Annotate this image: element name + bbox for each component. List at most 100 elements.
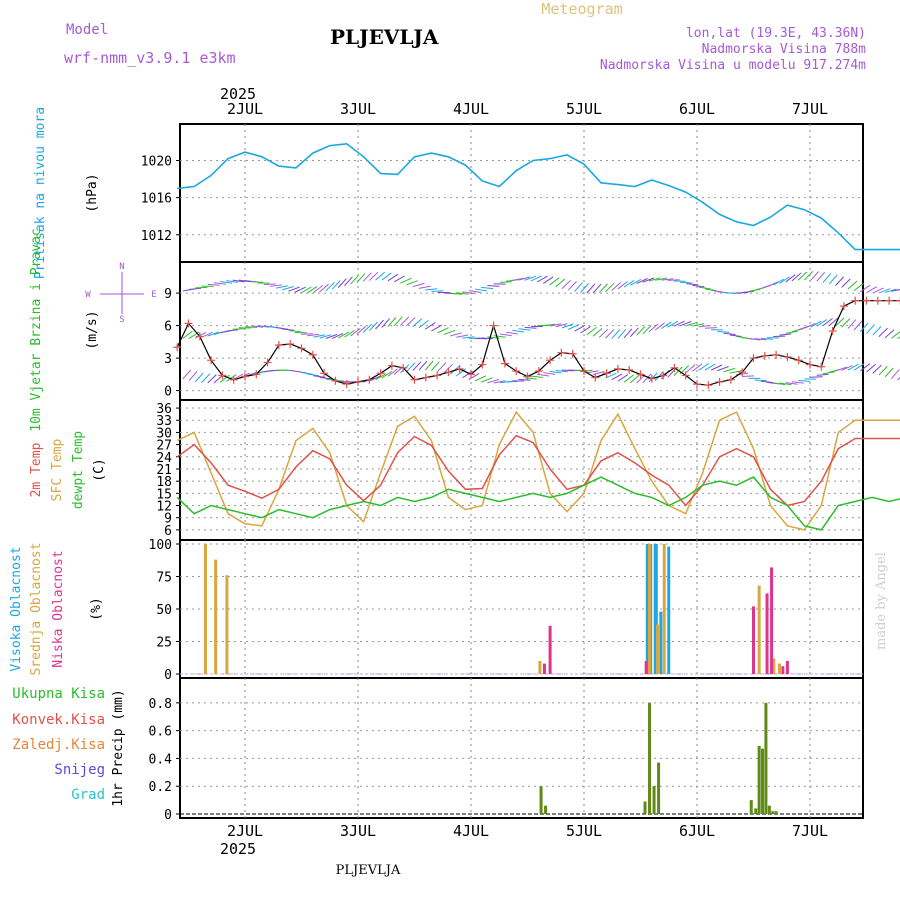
precip-bar [648, 702, 652, 814]
wind-arrow [226, 374, 237, 382]
wind-arrow [654, 322, 665, 331]
wind-arrow [860, 284, 871, 293]
wind-arrow [400, 277, 412, 284]
wind-arrow [536, 275, 548, 283]
wind-arrow [226, 329, 239, 332]
wind-arrow [418, 320, 429, 329]
y-tick-labels: 1012101610200369691215182124273033360255… [141, 155, 172, 824]
day-label-top: 7JUL [792, 100, 828, 118]
precip-bar [643, 801, 647, 814]
wind-arrow [549, 323, 562, 327]
wind-arrow [462, 291, 475, 295]
product-title: Meteogram [541, 0, 622, 18]
wind-arrow [816, 373, 829, 376]
high-cloud-bar [645, 544, 649, 674]
wind-arrow [182, 369, 192, 380]
day-label-bottom: 6JUL [679, 822, 715, 840]
wind-arrow [636, 326, 646, 336]
y-tick-label: 1012 [141, 229, 172, 244]
wind-arrow [617, 281, 628, 290]
precip-bar [757, 745, 761, 814]
y-tick-label: 0.4 [149, 752, 173, 767]
wind-arrow [598, 328, 609, 338]
compass-w: W [85, 290, 91, 300]
wind-arrow [251, 325, 264, 328]
model-label: Model [66, 22, 108, 38]
wind-arrow [804, 322, 816, 329]
wind-arrow [561, 323, 574, 329]
y-tick-label: 33 [156, 414, 172, 429]
compass-rose: N W E S [85, 262, 156, 325]
wind-arrow [667, 279, 680, 281]
y-tick-label: 36 [156, 402, 172, 417]
wind-arrow [543, 323, 556, 327]
precip-bar [771, 811, 775, 814]
wind-arrow [337, 278, 347, 288]
wind-arrow [580, 283, 589, 293]
wind-arrow [506, 380, 519, 383]
wind-arrow [773, 382, 786, 386]
wind-arrow [400, 316, 410, 326]
day-label-bottom: 7JUL [792, 822, 828, 840]
wind-arrow [847, 319, 857, 329]
wind-arrow [785, 274, 796, 283]
wind-arrow [729, 334, 742, 337]
wind-arrow [406, 280, 419, 286]
wind-arrow [443, 329, 456, 335]
wind-arrow [742, 375, 755, 378]
wind-arrow [325, 282, 335, 292]
coords-label: lon,lat (19.3E, 43.36N) [686, 26, 866, 41]
model-name: wrf-nmm_v3.9.1 e3km [64, 49, 236, 67]
wind-arrow [487, 285, 500, 287]
wind-arrow [555, 323, 568, 328]
day-label-bottom: 4JUL [453, 822, 489, 840]
day-label-top: 3JUL [340, 100, 376, 118]
wind-arrow [307, 373, 320, 377]
wind-arrow [393, 275, 405, 283]
wind-arrow [375, 319, 384, 330]
temp-unit: (C) [92, 458, 107, 481]
wind-arrow [779, 276, 790, 284]
wind-arrow [189, 287, 202, 291]
wind-arrow [636, 278, 648, 285]
mid-cloud-bar [655, 624, 659, 674]
y-tick-label: 9 [164, 512, 172, 527]
wind-arrow [418, 285, 431, 289]
wind-arrow [760, 380, 773, 383]
wind-arrow [623, 374, 635, 383]
mid-cloud-bar [203, 544, 207, 674]
wind-arrow [661, 278, 674, 281]
precip-bar [657, 762, 661, 814]
pressure-line [177, 142, 900, 251]
precip-bar [544, 805, 548, 814]
wind-arrow [623, 279, 635, 288]
wind-arrow [847, 363, 859, 371]
low-cloud-bar [785, 661, 789, 674]
wind-arrow [543, 276, 554, 284]
wind-arrow [220, 280, 233, 284]
wind-arrow [505, 331, 518, 335]
wind-arrow [723, 367, 736, 373]
wind-arrow [393, 316, 403, 327]
wind-arrow [866, 286, 878, 294]
wind-arrow [282, 328, 295, 331]
wind-arrow [368, 271, 379, 281]
wind-arrow [213, 282, 226, 285]
precip-bar [774, 811, 778, 814]
pressure-panel-frame [179, 123, 864, 263]
wind-arrow [835, 366, 847, 372]
year-bottom: 2025 [220, 840, 256, 858]
y-tick-label: 6 [164, 524, 172, 539]
wind-arrow [456, 292, 469, 295]
wind-arrow [878, 366, 888, 376]
wind-arrow [269, 284, 282, 287]
cloud-unit: (%) [89, 597, 104, 620]
wind-arrow [623, 328, 633, 339]
wind-arrow [630, 278, 642, 286]
precip-legend-item: Snijeg [54, 762, 105, 778]
wind-arrow [493, 335, 506, 338]
wind-arrow [493, 380, 506, 384]
wind-title: 10m Vjetar Brzina i Pravac [29, 228, 44, 432]
wind-arrow [300, 286, 312, 294]
